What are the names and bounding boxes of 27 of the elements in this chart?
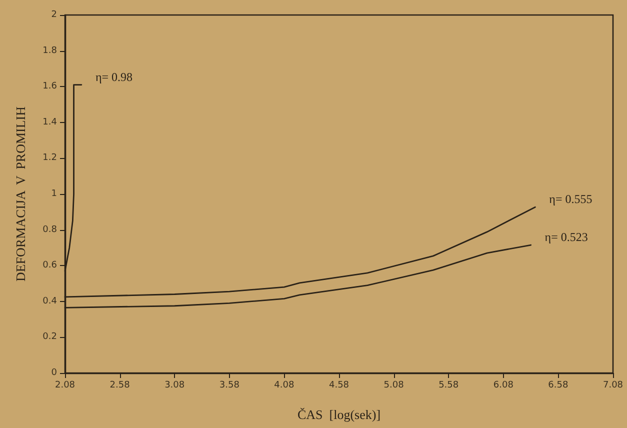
y-tick-label: 1.8 [42,46,58,56]
series-label: η= 0.523 [544,230,588,244]
series-label: η= 0.98 [95,70,132,84]
x-tick-label: 7.08 [602,380,624,390]
y-tick-label: 0.8 [42,224,58,235]
y-tick-label: 0.6 [42,260,58,271]
y-tick-label: 0 [51,368,58,378]
y-axis-title: DEFORMACIJA V PROMILIH [13,106,28,282]
x-tick-label: 3.08 [164,380,185,390]
series-label: η= 0.555 [549,192,592,206]
x-tick-label: 6.58 [548,380,568,390]
x-tick-label: 2.58 [110,380,130,390]
x-tick-label: 3.58 [219,380,240,390]
x-tick-label: 5.58 [438,380,459,390]
y-tick-label: 1.6 [42,82,58,92]
y-tick-label: 0.2 [42,332,57,342]
x-axis-title: ČAS [log(sek)] [297,407,381,422]
x-tick-label: 2.08 [54,380,76,390]
x-tick-label: 5.08 [384,380,404,390]
x-tick-label: 4.08 [274,380,294,390]
y-tick-label: 1.2 [42,153,57,164]
x-tick-label: 4.58 [328,380,350,390]
x-tick-label: 6.08 [493,380,514,390]
y-tick-label: 0.4 [42,296,58,306]
y-tick-label: 1.4 [42,117,58,128]
y-tick-label: 2 [51,10,57,20]
y-tick-label: 1 [51,189,57,199]
